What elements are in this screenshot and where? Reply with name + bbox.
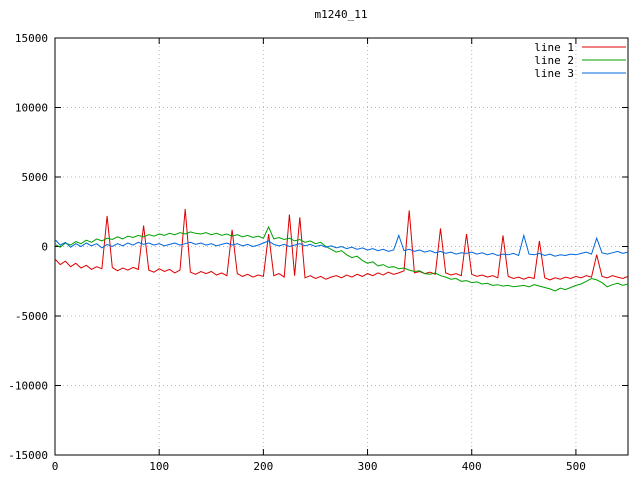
chart-title: m1240_11 (315, 8, 368, 21)
data-series (54, 208, 629, 292)
x-tick-label: 500 (566, 460, 586, 473)
x-tick-label: 100 (149, 460, 169, 473)
series-line-1 (54, 208, 629, 281)
y-tick-label: 15000 (15, 32, 48, 45)
legend-label: line 2 (534, 54, 574, 67)
x-tick-label: 0 (52, 460, 59, 473)
y-tick-label: -15000 (8, 449, 48, 462)
x-tick-label: 400 (462, 460, 482, 473)
legend-label: line 3 (534, 67, 574, 80)
y-tick-label: 0 (41, 241, 48, 254)
x-tick-label: 300 (358, 460, 378, 473)
y-tick-label: -10000 (8, 380, 48, 393)
axes: 0 100 200 300 400 500 -15000 -10000 -5000 0 5000 10… (8, 32, 629, 473)
y-tick-label: 5000 (22, 171, 49, 184)
y-tick-label: -5000 (15, 310, 48, 323)
x-tick-label: 200 (253, 460, 273, 473)
series-line-2 (54, 225, 629, 292)
y-tick-label: 10000 (15, 102, 48, 115)
series-line-3 (54, 233, 629, 257)
legend-label: line 1 (534, 41, 574, 54)
